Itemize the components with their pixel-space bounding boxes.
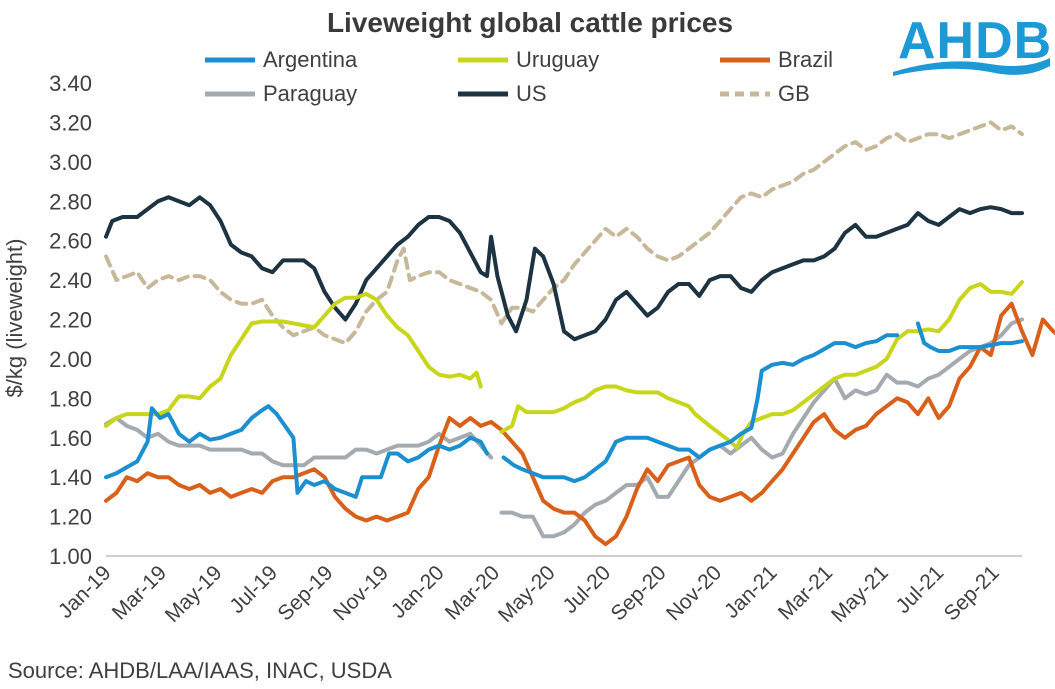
x-tick-label: Mar-20 [441,561,504,624]
y-tick-label: 1.80 [49,386,92,411]
y-tick-label: 2.20 [49,308,92,333]
y-tick-label: 2.40 [49,268,92,293]
y-tick-label: 1.00 [49,544,92,569]
x-axis: Jan-19Mar-19May-19Jul-19Sep-19Nov-19Jan-… [54,555,1022,627]
x-tick-label: Sep-19 [273,561,337,625]
legend-label: Uruguay [516,47,599,72]
y-tick-label: 3.40 [49,71,92,96]
source-note: Source: AHDB/LAA/IAAS, INAC, USDA [8,658,392,683]
x-tick-label: May-19 [161,561,227,627]
x-tick-label: Jan-21 [720,561,782,623]
series-line-paraguay [499,317,1024,539]
y-tick-label: 2.60 [49,229,92,254]
series-line-argentina [501,333,900,484]
legend-label: Argentina [263,47,358,72]
chart-title: Liveweight global cattle prices [327,7,733,38]
series-line-gb [104,120,1024,346]
series-line-paraguay [104,416,494,468]
legend-label: US [516,81,547,106]
y-tick-label: 1.40 [49,465,92,490]
y-tick-label: 2.00 [49,347,92,372]
logo-text: AHDB [898,12,1052,70]
legend-label: GB [778,81,810,106]
series-line-brazil [104,301,1055,547]
series-layer [104,120,1055,547]
x-tick-label: Sep-20 [607,561,671,625]
ahdb-logo: AHDB [893,12,1052,76]
legend-label: Paraguay [263,81,357,106]
y-axis: 1.00 1.20 1.40 1.60 1.80 2.00 2.20 2.40 2.60 2.80… [49,71,92,569]
x-tick-label: Jan-20 [387,561,449,623]
x-tick-label: Sep-21 [940,561,1004,625]
series-line-uruguay [499,280,1024,450]
y-tick-label: 3.00 [49,150,92,175]
series-line-argentina [104,404,489,499]
y-tick-label: 2.80 [49,189,92,214]
x-tick-label: Mar-19 [108,561,171,624]
x-tick-label: May-21 [827,561,893,627]
x-tick-label: Nov-19 [329,561,393,625]
series-line-argentina [915,321,1024,353]
legend-label: Brazil [778,47,833,72]
x-tick-label: Jan-19 [54,561,116,623]
y-tick-label: 1.60 [49,426,92,451]
legend: Argentina Uruguay Brazil Paraguay US GB [205,47,833,106]
x-tick-label: Nov-20 [662,561,726,625]
series-line-us [104,195,1024,342]
x-tick-label: May-20 [494,561,560,627]
y-axis-label: $/kg (liveweight) [2,239,27,398]
y-tick-label: 3.20 [49,110,92,135]
y-tick-label: 1.20 [49,505,92,530]
x-tick-label: Mar-21 [774,561,837,624]
series-line-uruguay [104,291,483,428]
